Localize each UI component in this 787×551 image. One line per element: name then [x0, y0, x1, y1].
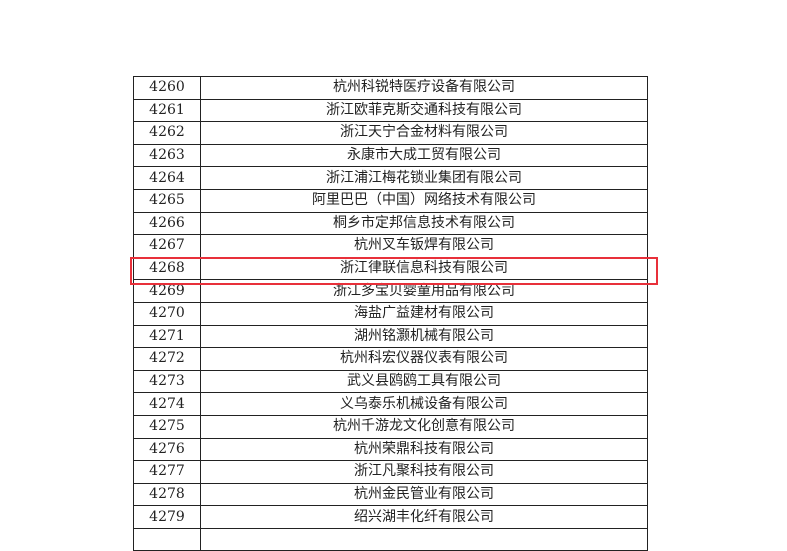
table-row: 4272 杭州科宏仪器仪表有限公司	[133, 347, 648, 371]
company-name: 浙江天宁合金材料有限公司	[200, 121, 648, 145]
table-row	[133, 527, 648, 551]
company-list-table: 4260 杭州科锐特医疗设备有限公司 4261 浙江欧菲克斯交通科技有限公司 4262 浙…	[133, 76, 648, 551]
row-number: 4274	[133, 392, 201, 416]
company-name: 杭州科宏仪器仪表有限公司	[200, 347, 648, 371]
table-row: 4269 浙江多宝贝婴童用品有限公司	[133, 279, 648, 303]
company-name: 浙江浦江梅花锁业集团有限公司	[200, 166, 648, 190]
row-number: 4264	[133, 166, 201, 190]
table-row: 4275 杭州千游龙文化创意有限公司	[133, 414, 648, 439]
table-row: 4267 杭州叉车钣焊有限公司	[133, 234, 648, 258]
table-row: 4262 浙江天宁合金材料有限公司	[133, 121, 648, 145]
company-name: 永康市大成工贸有限公司	[200, 143, 648, 168]
row-number: 4265	[133, 188, 201, 213]
company-name: 杭州叉车钣焊有限公司	[200, 234, 648, 258]
company-name: 武义县鸥鸥工具有限公司	[200, 369, 648, 394]
table-row: 4278 杭州金民管业有限公司	[133, 482, 648, 507]
company-name: 义乌泰乐机械设备有限公司	[200, 392, 648, 416]
company-name: 桐乡市定邦信息技术有限公司	[200, 211, 648, 236]
table-row: 4265 阿里巴巴（中国）网络技术有限公司	[133, 188, 648, 213]
row-number: 4266	[133, 211, 201, 236]
row-number: 4275	[133, 414, 201, 439]
row-number: 4272	[133, 347, 201, 371]
row-number: 4278	[133, 482, 201, 507]
company-name: 海盐广益建材有限公司	[200, 301, 648, 326]
table-row: 4263 永康市大成工贸有限公司	[133, 143, 648, 168]
company-name: 绍兴湖丰化纤有限公司	[200, 505, 648, 529]
company-name	[200, 527, 648, 551]
company-name: 杭州荣鼎科技有限公司	[200, 437, 648, 462]
company-name: 杭州千游龙文化创意有限公司	[200, 414, 648, 439]
row-number: 4261	[133, 98, 201, 123]
row-number	[133, 527, 201, 551]
row-number: 4279	[133, 505, 201, 529]
highlight-box	[130, 257, 658, 285]
company-name: 杭州金民管业有限公司	[200, 482, 648, 507]
table-row: 4274 义乌泰乐机械设备有限公司	[133, 392, 648, 416]
table-row: 4271 湖州铭灏机械有限公司	[133, 324, 648, 349]
table-row: 4273 武义县鸥鸥工具有限公司	[133, 369, 648, 394]
row-number: 4271	[133, 324, 201, 349]
row-number: 4273	[133, 369, 201, 394]
row-number: 4276	[133, 437, 201, 462]
table-row: 4260 杭州科锐特医疗设备有限公司	[133, 76, 648, 100]
table-row: 4279 绍兴湖丰化纤有限公司	[133, 505, 648, 529]
row-number: 4262	[133, 121, 201, 145]
table-row: 4276 杭州荣鼎科技有限公司	[133, 437, 648, 462]
row-number: 4260	[133, 76, 201, 100]
table-row: 4277 浙江凡聚科技有限公司	[133, 460, 648, 484]
company-name: 阿里巴巴（中国）网络技术有限公司	[200, 188, 648, 213]
row-number: 4270	[133, 301, 201, 326]
company-name: 浙江欧菲克斯交通科技有限公司	[200, 98, 648, 123]
table-row: 4261 浙江欧菲克斯交通科技有限公司	[133, 98, 648, 123]
table-row: 4266 桐乡市定邦信息技术有限公司	[133, 211, 648, 236]
company-name: 浙江凡聚科技有限公司	[200, 460, 648, 484]
table-row: 4270 海盐广益建材有限公司	[133, 301, 648, 326]
row-number: 4267	[133, 234, 201, 258]
table-row: 4264 浙江浦江梅花锁业集团有限公司	[133, 166, 648, 190]
row-number: 4277	[133, 460, 201, 484]
company-name: 杭州科锐特医疗设备有限公司	[200, 76, 648, 100]
company-name: 湖州铭灏机械有限公司	[200, 324, 648, 349]
row-number: 4263	[133, 143, 201, 168]
